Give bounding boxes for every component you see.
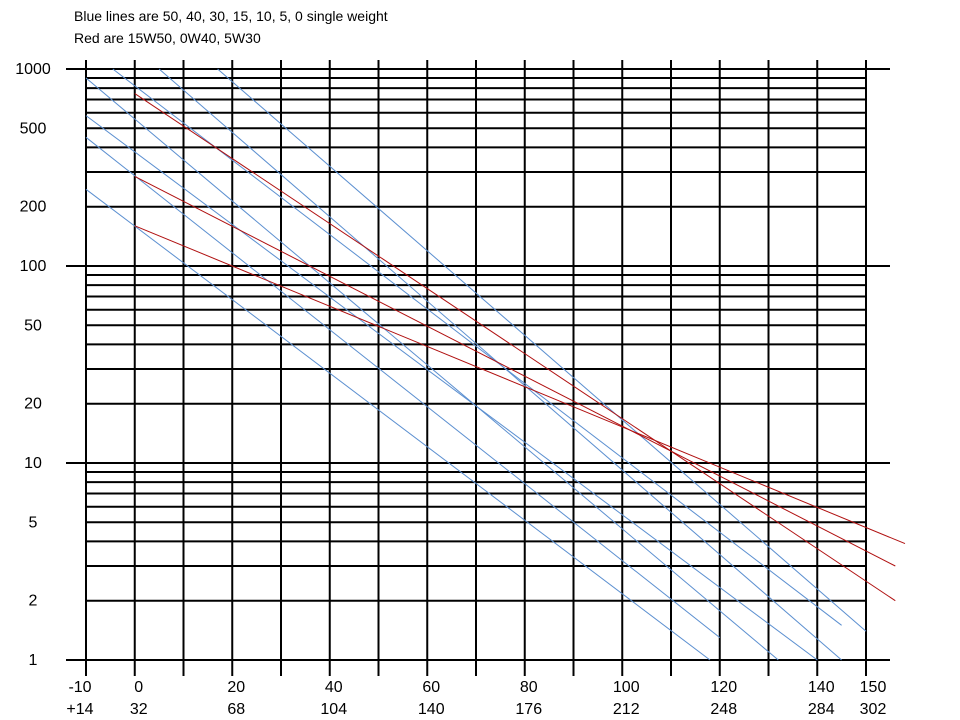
- x-tick-label-fahrenheit: 302: [860, 701, 887, 718]
- y-tick-label: 1: [29, 652, 38, 669]
- y-tick-label: 100: [20, 258, 47, 275]
- y-tick-labels: 1 2 5 10 20 50 100 200 500 1000: [15, 61, 51, 669]
- y-tick-label: 50: [24, 317, 42, 334]
- x-tick-label-celsius: 150: [860, 679, 887, 696]
- x-tick-label-celsius: 80: [520, 679, 538, 696]
- y-tick-label: 20: [24, 396, 42, 413]
- x-tick-label-fahrenheit: 212: [613, 701, 640, 718]
- x-tick-labels: -10 +14 0 32 20 68 40 104 60 140 80 176 100 212 120 248…: [66, 679, 886, 718]
- y-tick-label: 200: [20, 199, 47, 216]
- x-tick-label-fahrenheit: 140: [418, 701, 445, 718]
- y-tick-label: 5: [29, 514, 38, 531]
- series-line-blue-6: [85, 188, 711, 661]
- x-tick-label-celsius: 140: [808, 679, 835, 696]
- series-lines: [85, 68, 906, 661]
- series-line-blue-3: [85, 77, 779, 661]
- x-tick-label-fahrenheit: 32: [130, 701, 148, 718]
- y-tick-label: 10: [24, 455, 42, 472]
- x-tick-label-fahrenheit: 248: [710, 701, 737, 718]
- vertical-gridlines: [85, 60, 867, 676]
- x-tick-label-fahrenheit: 176: [515, 701, 542, 718]
- series-line-blue-4: [85, 115, 818, 661]
- series-line-red-8: [134, 175, 896, 567]
- series-line-blue-0: [217, 68, 867, 632]
- x-tick-label-celsius: 0: [134, 679, 143, 696]
- x-tick-label-fahrenheit: 284: [808, 701, 835, 718]
- series-line-blue-2: [112, 68, 842, 626]
- chart-annotation-blue: Blue lines are 50, 40, 30, 15, 10, 5, 0 …: [74, 8, 388, 24]
- x-tick-label-celsius: 20: [227, 679, 245, 696]
- series-line-blue-5: [85, 136, 721, 638]
- series-line-red-7: [134, 93, 896, 602]
- x-tick-label-fahrenheit: 68: [227, 701, 245, 718]
- y-tick-label: 2: [29, 593, 38, 610]
- x-tick-label-celsius: 60: [422, 679, 440, 696]
- x-tick-label-celsius: 100: [613, 679, 640, 696]
- x-tick-label-celsius: -10: [68, 679, 91, 696]
- x-tick-label-fahrenheit: 104: [320, 701, 347, 718]
- horizontal-gridlines: [66, 68, 890, 661]
- series-line-red-9: [134, 225, 906, 545]
- y-tick-label: 1000: [15, 61, 51, 78]
- chart-annotation-red: Red are 15W50, 0W40, 5W30: [74, 30, 261, 46]
- y-tick-label: 500: [20, 120, 47, 137]
- x-tick-label-celsius: 120: [710, 679, 737, 696]
- x-tick-label-fahrenheit: +14: [66, 701, 93, 718]
- x-tick-label-celsius: 40: [325, 679, 343, 696]
